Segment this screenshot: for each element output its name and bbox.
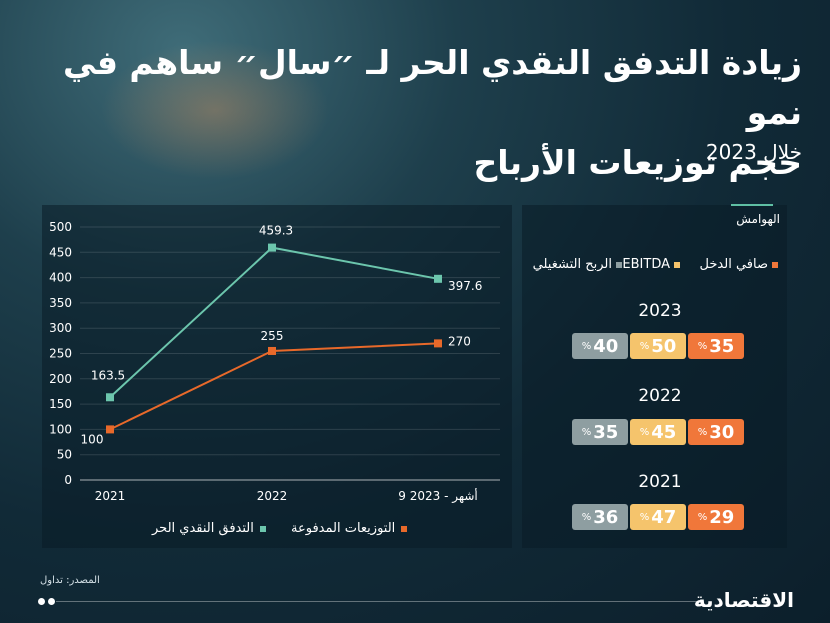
- series-line: [109, 342, 439, 431]
- brand-logo: الاقتصادية: [693, 588, 794, 612]
- net-income-margin-value: 29: [709, 506, 735, 528]
- data-label: 270: [448, 334, 471, 348]
- percent-sign: %: [639, 426, 650, 438]
- y-tick-label: 350: [49, 296, 72, 310]
- margins-panel: [522, 205, 787, 548]
- data-label: 163.5: [91, 368, 125, 382]
- net-income-margin-value: 30: [709, 421, 735, 443]
- percent-sign: %: [581, 426, 592, 438]
- legend-swatch-ebitda: [674, 261, 680, 268]
- operating-profit-margin-cell: % 40: [572, 333, 628, 359]
- operating-profit-margin-value: 36: [593, 506, 619, 528]
- percent-sign: %: [639, 511, 650, 523]
- year-label: 2023: [638, 301, 682, 321]
- ebitda-margin-value: 47: [651, 506, 677, 528]
- footer-divider: [56, 601, 704, 602]
- net-income-margin-cell: % 29: [688, 504, 744, 530]
- data-point-marker: [434, 274, 442, 283]
- chart-panel: [42, 205, 512, 548]
- y-tick-label: 500: [49, 220, 72, 234]
- headline: زيادة التدفق النقدي الحر لـ ״سال״ ساهم ف…: [42, 38, 802, 188]
- margins-legend-net-income: صافي الدخل: [700, 257, 778, 272]
- legend-label-net-income: صافي الدخل: [699, 257, 768, 272]
- y-tick-label: 400: [49, 271, 72, 285]
- legend-item-free-cash-flow: التدفق النقدي الحر: [152, 521, 266, 536]
- percent-sign: %: [639, 340, 650, 352]
- operating-profit-margin-value: 40: [593, 335, 619, 357]
- x-tick-label: 9 أشهر - 2023: [398, 488, 478, 504]
- margins-legend-ebitda: EBITDA: [622, 257, 680, 272]
- legend-label-ebitda: EBITDA: [622, 257, 670, 272]
- percent-sign: %: [581, 511, 592, 523]
- net-income-margin-cell: % 35: [688, 333, 744, 359]
- y-tick-label: 150: [49, 397, 72, 411]
- data-label: 255: [261, 329, 284, 343]
- margins-title-underline: [731, 204, 773, 206]
- data-label: 397.6: [448, 279, 482, 293]
- headline-subtitle: خلال 2023: [705, 140, 802, 164]
- percent-sign: %: [697, 511, 708, 523]
- operating-profit-margin-cell: % 36: [572, 504, 628, 530]
- net-income-margin-cell: % 30: [688, 419, 744, 445]
- ebitda-margin-value: 50: [651, 335, 677, 357]
- legend-swatch-free-cash-flow: [259, 525, 266, 532]
- legend-label-free-cash-flow: التدفق النقدي الحر: [152, 521, 254, 536]
- data-point-marker: [268, 243, 276, 252]
- brand-dots-icon: [38, 598, 55, 605]
- y-tick-label: 250: [49, 347, 72, 361]
- ebitda-margin-cell: % 47: [630, 504, 686, 530]
- source-note: المصدر: تداول: [40, 575, 100, 586]
- data-label: 100: [81, 432, 104, 446]
- headline-line-1: زيادة التدفق النقدي الحر لـ ״سال״ ساهم ف…: [62, 43, 802, 132]
- net-income-margin-value: 35: [709, 335, 735, 357]
- y-tick-label: 450: [49, 245, 72, 259]
- legend-label-operating-profit: الربح التشغيلي: [532, 257, 612, 272]
- percent-sign: %: [697, 340, 708, 352]
- y-tick-label: 0: [64, 473, 72, 487]
- y-tick-label: 200: [49, 372, 72, 386]
- data-point-marker: [106, 393, 114, 402]
- x-tick-label: 2021: [95, 489, 126, 503]
- margins-legend-operating-profit: الربح التشغيلي: [533, 257, 622, 272]
- ebitda-margin-cell: % 50: [630, 333, 686, 359]
- data-point-marker: [434, 339, 442, 348]
- y-tick-label: 300: [49, 321, 72, 335]
- data-label: 459.3: [259, 224, 293, 238]
- legend-swatch-net-income: [772, 261, 778, 268]
- legend-label-dividends: التوزيعات المدفوعة: [291, 521, 396, 536]
- margins-title: الهوامش: [736, 212, 780, 226]
- percent-sign: %: [697, 426, 708, 438]
- series-line: [109, 246, 439, 399]
- operating-profit-margin-value: 35: [593, 421, 619, 443]
- data-point-marker: [106, 425, 114, 434]
- data-point-marker: [268, 346, 276, 355]
- percent-sign: %: [581, 340, 592, 352]
- legend-swatch-dividends: [401, 525, 408, 532]
- background-coins-glow: [100, 40, 330, 180]
- ebitda-margin-cell: % 45: [630, 419, 686, 445]
- year-label: 2022: [638, 386, 682, 406]
- year-label: 2021: [638, 472, 682, 492]
- legend-item-dividends: التوزيعات المدفوعة: [291, 521, 408, 536]
- x-tick-label: 2022: [257, 489, 288, 503]
- y-tick-label: 100: [49, 422, 72, 436]
- operating-profit-margin-cell: % 35: [572, 419, 628, 445]
- ebitda-margin-value: 45: [651, 421, 677, 443]
- legend-swatch-operating-profit: [616, 261, 622, 268]
- headline-line-2: حجم توزيعات الأرباح: [473, 143, 802, 182]
- y-tick-label: 50: [57, 448, 72, 462]
